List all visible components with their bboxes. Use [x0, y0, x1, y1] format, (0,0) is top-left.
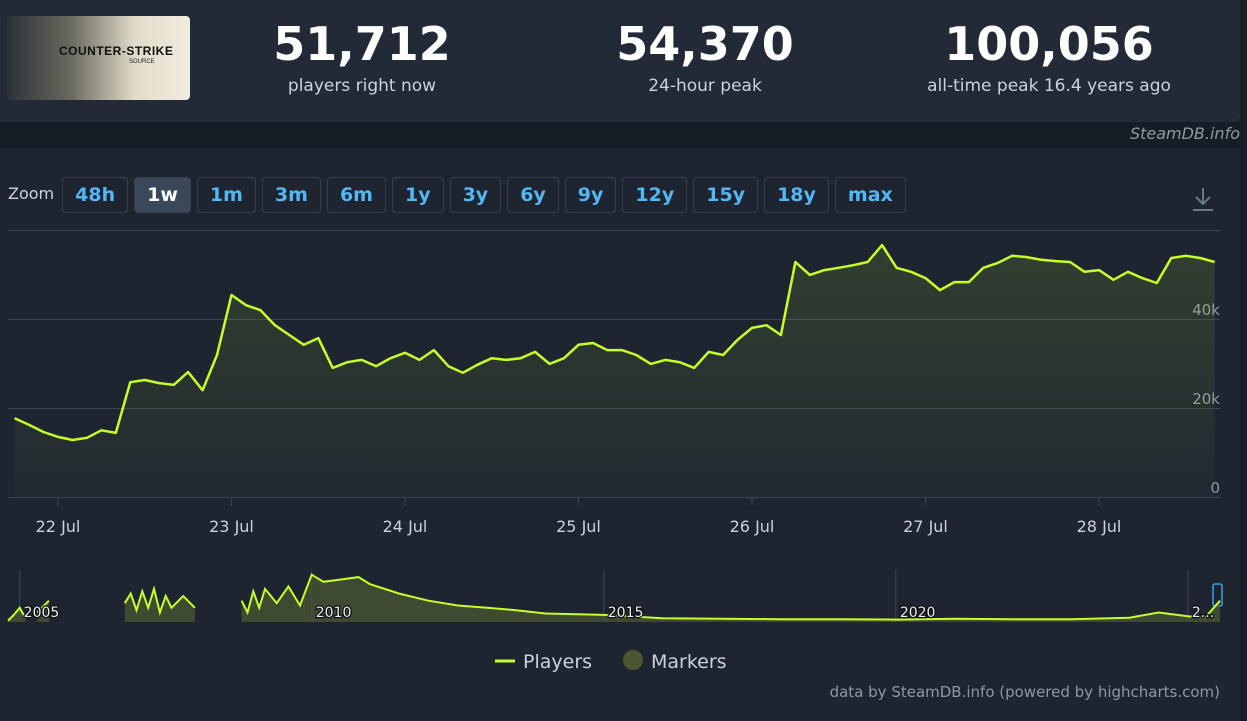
- stat: 54,370 24-hour peak: [535, 18, 875, 96]
- x-tick-label: 26 Jul: [730, 517, 775, 536]
- x-tick-label: 25 Jul: [556, 517, 601, 536]
- stat-label: 24-hour peak: [648, 76, 762, 96]
- source-link[interactable]: SteamDB.info: [1129, 124, 1240, 143]
- zoom-button[interactable]: 6y: [507, 177, 559, 213]
- players-line: [14, 243, 1216, 442]
- zoom-button[interactable]: 1w: [134, 177, 191, 213]
- x-tick-label: 24 Jul: [383, 517, 428, 536]
- stat-label: all-time peak 16.4 years ago: [927, 76, 1171, 96]
- stat-value: 100,056: [944, 17, 1154, 71]
- stat-label: players right now: [287, 76, 437, 96]
- navigator-line: [7, 573, 1221, 622]
- y-tick-label: 0: [1210, 479, 1220, 497]
- zoom-button[interactable]: 15y: [693, 177, 759, 213]
- zoom-button[interactable]: 1y: [391, 177, 444, 213]
- navigator-tick-label: 2010: [316, 605, 352, 621]
- legend-label: Players: [523, 651, 592, 673]
- stat: 51,712 players right now: [192, 18, 532, 96]
- x-tick-label: 28 Jul: [1077, 517, 1122, 536]
- navigator-tick-label: 2020: [900, 605, 936, 621]
- zoom-button[interactable]: max: [834, 177, 906, 213]
- logo-title: COUNTER-STRIKE: [59, 44, 174, 58]
- zoom-button[interactable]: 6m: [326, 177, 386, 213]
- credits: data by SteamDB.info (powered by highcha…: [830, 683, 1220, 701]
- stat: 100,056 all-time peak 16.4 years ago: [879, 18, 1219, 96]
- zoom-button[interactable]: 12y: [622, 177, 688, 213]
- download-glyph: [1193, 188, 1213, 211]
- zoom-button[interactable]: 48h: [62, 177, 129, 213]
- x-tick-label: 22 Jul: [36, 517, 81, 536]
- zoom-button[interactable]: 3m: [261, 177, 321, 213]
- zoom-label: Zoom: [8, 183, 55, 203]
- navigator-tick-label: 2...: [1192, 605, 1214, 621]
- zoom-button[interactable]: 1m: [196, 177, 256, 213]
- area-fill: [14, 245, 1215, 497]
- navigator-tick-label: 2005: [24, 605, 60, 621]
- legend-swatch: [623, 650, 643, 670]
- zoom-button[interactable]: 3y: [449, 177, 502, 213]
- navigator-tick-label: 2015: [608, 605, 644, 621]
- zoom-bar: Zoom 48h 1w 1m 3m 6m 1y 3y 6y 9y 12y 15y 18y max: [8, 177, 906, 213]
- game-logo[interactable]: COUNTER-STRIKE SOURCE: [7, 16, 190, 100]
- stat-value: 54,370: [616, 17, 794, 71]
- download-icon[interactable]: [1193, 188, 1213, 211]
- x-tick-label: 23 Jul: [209, 517, 254, 536]
- logo-subtitle: SOURCE: [129, 59, 155, 65]
- navigator-area: [8, 574, 1220, 622]
- zoom-button[interactable]: 18y: [764, 177, 829, 213]
- header: COUNTER-STRIKE SOURCE 51,712 players righ…: [0, 0, 1240, 122]
- x-tick-label: 27 Jul: [903, 517, 948, 536]
- navigator-bg: [8, 570, 1220, 622]
- legend-label: Markers: [651, 651, 727, 673]
- stat-value: 51,712: [273, 17, 451, 71]
- zoom-button[interactable]: 9y: [564, 177, 617, 213]
